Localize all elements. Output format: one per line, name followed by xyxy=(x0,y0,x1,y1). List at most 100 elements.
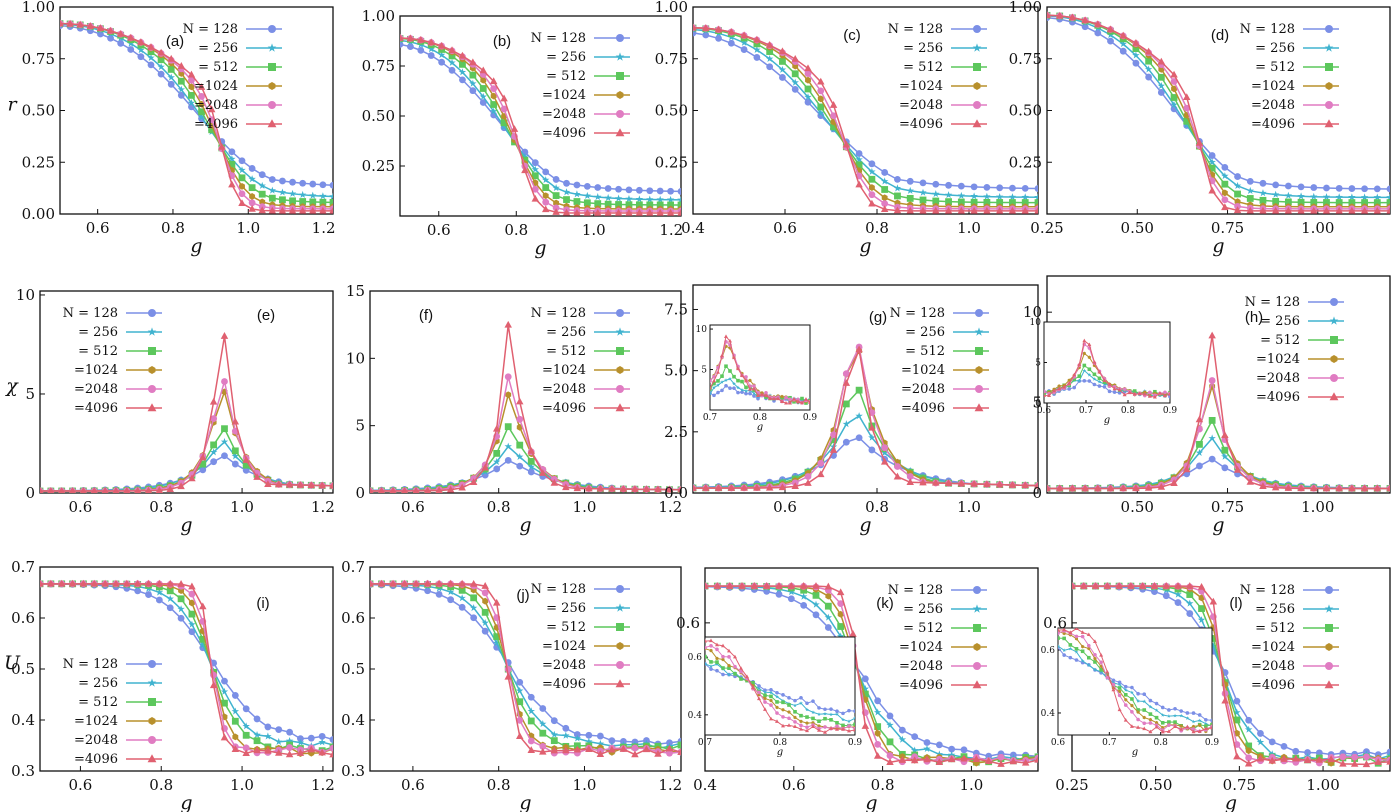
legend-label: =4096 xyxy=(542,677,586,692)
inset-data-point xyxy=(841,717,845,722)
data-point xyxy=(1107,37,1114,45)
data-point xyxy=(1244,725,1253,733)
data-point xyxy=(40,486,44,493)
data-point xyxy=(285,737,294,745)
data-point xyxy=(188,83,195,91)
data-point xyxy=(539,747,547,755)
inset-data-point xyxy=(1204,724,1208,728)
data-point xyxy=(1386,185,1390,193)
data-point xyxy=(177,614,185,622)
data-point xyxy=(253,737,261,745)
panel-k-x-axis-label: g xyxy=(865,792,877,812)
inset-data-point xyxy=(1117,707,1122,712)
legend-marker xyxy=(615,327,625,336)
data-point xyxy=(1119,47,1127,55)
data-point xyxy=(947,751,956,759)
panel-g-x-axis-label: g xyxy=(859,514,871,536)
inset-data-point xyxy=(1129,724,1134,728)
legend-marker xyxy=(616,623,624,631)
panel-a-y-tick-label: 0.00 xyxy=(22,205,55,223)
inset-data-point xyxy=(1122,387,1127,391)
inset-data-point xyxy=(781,707,785,712)
data-point xyxy=(279,196,286,204)
data-point xyxy=(1297,206,1305,214)
inset-data-point xyxy=(784,400,788,405)
data-point xyxy=(296,480,305,488)
inset-data-point xyxy=(817,712,821,716)
inset-data-point xyxy=(1198,723,1202,728)
data-point xyxy=(40,579,44,587)
data-point xyxy=(1246,477,1254,485)
inset-data-point xyxy=(805,701,809,706)
inset-data-point xyxy=(709,644,713,648)
data-point xyxy=(1174,590,1182,598)
panel-i-y-tick-label: 0.4 xyxy=(11,711,35,729)
inset-data-point xyxy=(1130,710,1134,714)
inset-data-point xyxy=(1136,698,1141,703)
inset-data-point xyxy=(716,383,720,387)
inset-l: 0.6 0.7 0.8 0.90.40.6g xyxy=(1041,627,1219,758)
data-point xyxy=(550,730,559,738)
data-point xyxy=(1171,85,1177,93)
inset-data-point xyxy=(1105,669,1110,674)
inset-data-point xyxy=(748,378,752,383)
data-point xyxy=(309,191,317,199)
panel-k: 0.4 0.6 0.8 1.00.6g(k)N = 128= 256= 512=102… xyxy=(676,567,1039,812)
panel-h-y-tick-label: 10 xyxy=(1023,303,1042,321)
legend-label: = 512 xyxy=(1255,60,1295,75)
data-point xyxy=(677,201,681,209)
data-point xyxy=(1246,195,1254,202)
panel-l: 0.25 0.50 0.75 1.000.6g(l)N = 128= 256= 512… xyxy=(1041,567,1391,812)
data-point xyxy=(906,473,914,480)
data-point xyxy=(298,206,307,214)
inset-data-point xyxy=(744,375,748,379)
data-point xyxy=(830,123,837,131)
data-point xyxy=(646,195,654,203)
data-point xyxy=(778,47,787,55)
inset-data-point xyxy=(709,667,713,671)
inset-data-point xyxy=(841,727,845,731)
legend-marker xyxy=(268,63,276,71)
data-point xyxy=(1021,193,1029,201)
data-point xyxy=(177,482,185,490)
data-point xyxy=(155,579,164,587)
data-point xyxy=(167,80,175,88)
data-point xyxy=(604,193,612,201)
data-point xyxy=(220,437,229,445)
inset-data-point xyxy=(1155,720,1159,725)
data-point xyxy=(842,370,850,378)
data-point xyxy=(539,720,547,728)
inset-data-point xyxy=(732,374,736,379)
series-line-3 xyxy=(1047,418,1390,490)
data-point xyxy=(218,142,226,150)
inset-data-point xyxy=(709,664,713,668)
legend-label: =4096 xyxy=(74,752,118,767)
data-point xyxy=(837,610,844,618)
data-point xyxy=(238,174,246,182)
inset-data-point xyxy=(817,706,821,710)
data-point xyxy=(516,686,524,694)
data-point xyxy=(490,85,498,93)
data-point xyxy=(677,741,681,749)
data-point xyxy=(209,681,218,689)
inset-data-point xyxy=(705,654,707,659)
data-point xyxy=(500,122,508,130)
legend-label: =4096 xyxy=(194,117,238,132)
series-line-1 xyxy=(1047,16,1390,190)
legend-marker xyxy=(973,643,981,651)
panel-b-x-tick-label: 1.2 xyxy=(659,221,683,239)
inset-data-point xyxy=(847,724,851,728)
data-point xyxy=(319,181,327,189)
data-point xyxy=(1350,760,1359,767)
panel-j-x-tick-label: 0.8 xyxy=(487,776,511,794)
data-point xyxy=(836,632,845,640)
legend-marker xyxy=(615,603,625,612)
data-point xyxy=(527,737,535,745)
data-point xyxy=(804,85,812,93)
panel-j-x-tick-label: 1.0 xyxy=(573,776,597,794)
inset-data-point xyxy=(1111,680,1116,685)
inset-data-point xyxy=(1148,390,1152,395)
inset-data-point xyxy=(1142,391,1147,396)
legend-marker xyxy=(268,82,276,90)
